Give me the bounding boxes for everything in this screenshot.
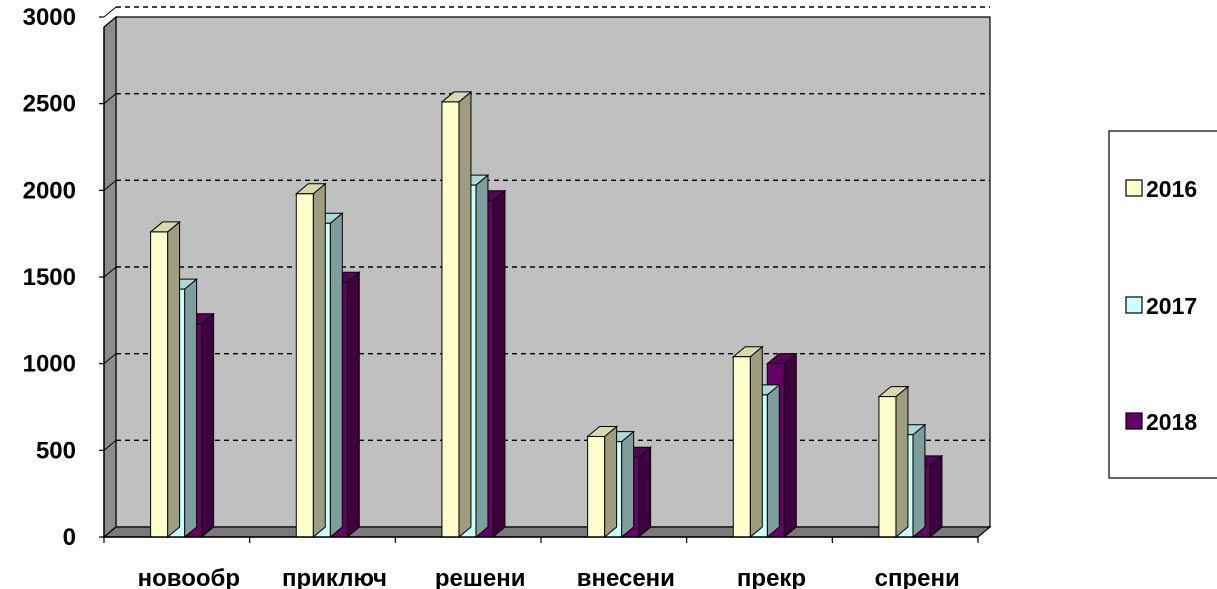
gridline-side — [103, 179, 117, 191]
gridline-side — [103, 439, 117, 451]
y-tick-label: 2000 — [23, 177, 76, 204]
legend-swatch — [1125, 296, 1143, 314]
bar — [877, 385, 910, 539]
chart-walls — [102, 15, 992, 539]
legend-label: 2017 — [1146, 293, 1197, 319]
legend-label: 2016 — [1146, 176, 1197, 202]
legend-item: 2018 — [1125, 409, 1197, 435]
gridline-side — [103, 266, 117, 278]
floor — [102, 526, 992, 538]
legend-item: 2016 — [1125, 176, 1197, 202]
bar — [731, 345, 764, 539]
gridlines — [103, 6, 990, 451]
category-label: спрени — [875, 565, 960, 589]
gridline-side — [103, 6, 117, 18]
category-label: прекр — [737, 565, 806, 589]
y-tick-label: 0 — [63, 524, 76, 551]
bar — [586, 425, 618, 539]
bar — [440, 90, 473, 539]
category-label: приключ — [282, 565, 387, 589]
legend-label: 2018 — [1146, 409, 1197, 435]
gridline-side — [103, 353, 117, 365]
legend-swatch — [1125, 179, 1143, 197]
legend-item: 2017 — [1125, 293, 1197, 319]
y-tick-label: 1500 — [23, 264, 76, 291]
y-tick-label: 2500 — [23, 91, 76, 118]
x-axis-category-labels: новообр приключ решени внесени прекр спрени — [103, 537, 979, 589]
bar — [149, 220, 181, 539]
category-label: решени — [435, 565, 526, 589]
y-axis-tick-labels: 0 500 1000 1500 2000 2500 3000 — [23, 4, 104, 551]
y-tick-label: 3000 — [23, 4, 76, 31]
category-label: внесени — [577, 565, 675, 589]
legend-swatch — [1125, 412, 1143, 430]
bar — [294, 182, 327, 539]
y-tick-label: 1000 — [23, 351, 76, 378]
y-tick-label: 500 — [36, 437, 76, 464]
legend: 2016 2017 2018 — [1108, 130, 1217, 479]
gridline-side — [103, 93, 117, 105]
category-label: новообр — [138, 565, 240, 589]
